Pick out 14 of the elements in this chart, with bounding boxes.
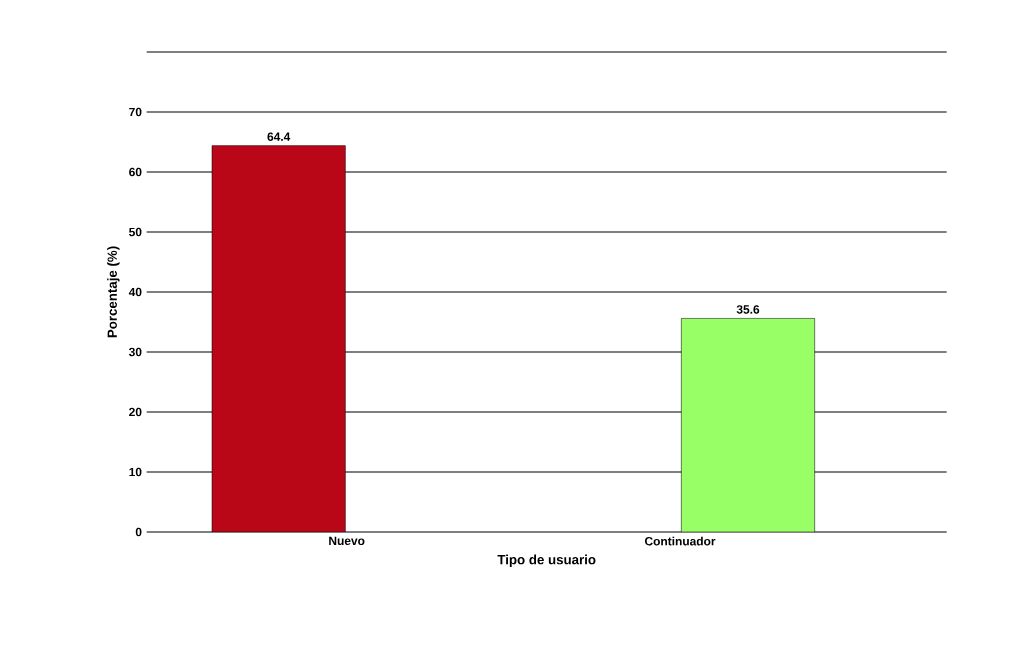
y-tick-label: 70 [129, 107, 142, 117]
y-tick-label: 60 [129, 167, 142, 177]
y-tick-label: 40 [128, 287, 142, 297]
data-label: 64.4 [267, 132, 291, 141]
y-axis-title: Porcentaje (%) [107, 246, 120, 338]
x-tick-label: Continuador [644, 536, 716, 546]
y-tick-label: 20 [129, 407, 142, 417]
y-tick-label: 30 [128, 347, 142, 357]
x-tick-label: Nuevo [329, 536, 365, 546]
y-tick-label: 0 [135, 527, 142, 537]
y-tick-label: 50 [129, 227, 142, 237]
x-axis-title: Tipo de usuario [497, 554, 596, 567]
y-tick-label: 10 [129, 467, 142, 477]
data-label: 35.6 [736, 305, 760, 314]
